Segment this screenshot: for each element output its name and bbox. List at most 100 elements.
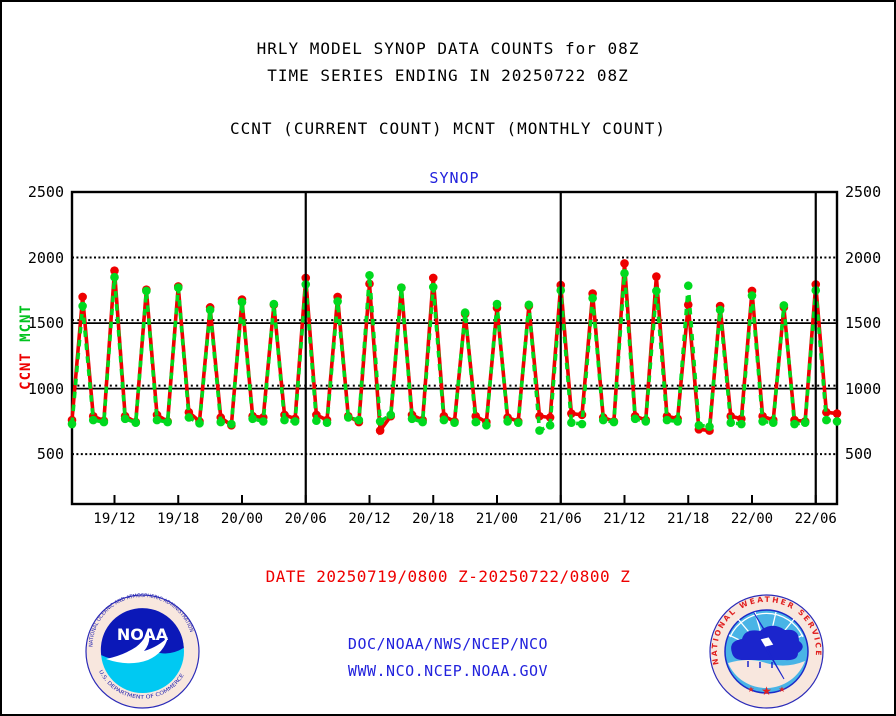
x-tick-label: 22/06	[794, 511, 837, 527]
page-subtitle: TIME SERIES ENDING IN 20250722 08Z	[267, 66, 629, 85]
series-point-MCNT	[88, 415, 98, 425]
series-point-MCNT	[652, 286, 661, 296]
series-point-CCNT	[110, 266, 119, 275]
x-tick-label: 19/18	[157, 511, 200, 527]
series-point-MCNT	[800, 418, 810, 428]
series-point-MCNT	[227, 419, 236, 429]
nws-star-right-icon: ★	[778, 685, 785, 694]
y-tick-label-right: 1000	[845, 379, 882, 398]
x-tick-label: 21/18	[667, 511, 710, 527]
series-point-MCNT	[832, 417, 842, 426]
series-point-MCNT	[503, 417, 512, 426]
series-point-MCNT	[694, 421, 704, 430]
legend-caption: CCNT (CURRENT COUNT) MCNT (MONTHLY COUNT…	[230, 119, 666, 138]
y-tick-label-right: 1500	[845, 314, 882, 333]
series-point-MCNT	[545, 421, 555, 430]
x-tick-label: 20/00	[220, 511, 264, 527]
nws-rain-icon	[747, 661, 773, 668]
y-tick-label-left: 1500	[27, 314, 64, 333]
series-point-MCNT	[407, 414, 417, 424]
noaa-logo: NOAA NATIONAL OCEANIC AND ATMOSPHERIC AD…	[85, 593, 200, 709]
series-point-MCNT	[588, 293, 597, 303]
series-point-MCNT	[524, 300, 534, 310]
x-tick-label: 22/00	[730, 511, 774, 527]
series-point-MCNT	[280, 415, 289, 425]
series-point-MCNT	[354, 415, 364, 425]
series-point-MCNT	[609, 417, 619, 427]
series-point-MCNT	[428, 282, 438, 292]
series-point-MCNT	[322, 418, 332, 428]
org-label: DOC/NOAA/NWS/NCEP/NCO	[347, 635, 549, 653]
y-tick-label-left: 1000	[27, 379, 64, 398]
series-point-MCNT	[492, 299, 502, 309]
series-point-MCNT	[577, 419, 587, 429]
x-tick-label: 19/12	[93, 511, 136, 527]
series-point-CCNT	[375, 426, 385, 435]
y-tick-label-left: 2500	[27, 183, 64, 201]
series-point-CCNT	[620, 259, 629, 268]
series-point-MCNT	[715, 305, 725, 315]
series-point-CCNT	[78, 292, 87, 302]
series-point-MCNT	[439, 415, 449, 425]
series-point-CCNT	[652, 272, 661, 281]
series-point-MCNT	[312, 416, 321, 426]
series-point-MCNT	[683, 281, 693, 291]
series-point-MCNT	[598, 415, 608, 425]
y-tick-label-left: 2000	[27, 248, 64, 267]
url-label: WWW.NCO.NCEP.NOAA.GOV	[347, 662, 549, 680]
date-range-label: DATE 20250719/0800 Z-20250722/0800 Z	[265, 567, 631, 586]
nws-star-center-icon: ★	[761, 684, 772, 698]
x-tick-label: 21/06	[539, 511, 582, 527]
series-point-MCNT	[747, 291, 757, 300]
nws-logo: ★ ★ ★ NATIONAL WEATHER SERVICE	[709, 594, 824, 709]
series-point-MCNT	[163, 417, 172, 427]
series-point-MCNT	[258, 417, 268, 426]
nws-bottom-band	[728, 660, 805, 689]
series-point-MCNT	[269, 299, 279, 309]
x-tick-label: 21/12	[603, 511, 646, 527]
series-point-MCNT	[662, 415, 672, 425]
nws-lightning-icon	[753, 612, 785, 680]
y-tick-label-right: 2500	[845, 183, 882, 201]
series-point-MCNT	[822, 415, 831, 425]
series-point-MCNT	[110, 272, 119, 282]
panel-title: SYNOP	[429, 169, 480, 187]
x-tick-label: 20/12	[348, 511, 391, 527]
series-point-MCNT	[343, 413, 353, 422]
y-tick-label-left: 500	[36, 445, 64, 464]
series-point-MCNT	[365, 270, 374, 280]
noaa-wordmark: NOAA	[117, 625, 169, 644]
series-point-MCNT	[195, 419, 204, 428]
series-point-MCNT	[450, 418, 459, 428]
x-tick-label: 21/00	[475, 511, 519, 527]
series-point-MCNT	[567, 418, 576, 428]
y-tick-label-right: 2000	[845, 248, 882, 267]
series-point-CCNT	[471, 411, 481, 421]
series-point-MCNT	[216, 417, 226, 427]
series-point-MCNT	[768, 418, 778, 428]
nws-star-left-icon: ★	[747, 685, 754, 694]
series-point-MCNT	[535, 426, 544, 435]
plot-frame	[70, 190, 839, 506]
series-point-MCNT	[237, 297, 247, 307]
series-point-MCNT	[67, 419, 77, 429]
series-point-MCNT	[513, 418, 523, 428]
series-point-MCNT	[779, 301, 789, 310]
series-point-CCNT	[683, 300, 693, 310]
x-tick-label: 20/18	[412, 511, 455, 527]
noaa-bird-icon	[106, 630, 168, 664]
series-point-MCNT	[641, 417, 651, 426]
series-point-MCNT	[173, 283, 183, 292]
series-point-MCNT	[131, 418, 141, 428]
series-point-MCNT	[705, 422, 714, 431]
series-point-MCNT	[758, 417, 767, 426]
series-point-MCNT	[152, 415, 162, 425]
y-tick-label-right: 500	[845, 445, 873, 464]
series-point-MCNT	[184, 413, 194, 422]
series-point-MCNT	[290, 417, 300, 426]
page-title: HRLY MODEL SYNOP DATA COUNTS for 08Z	[256, 39, 640, 58]
series-point-MCNT	[471, 417, 481, 427]
series-point-MCNT	[673, 417, 682, 426]
